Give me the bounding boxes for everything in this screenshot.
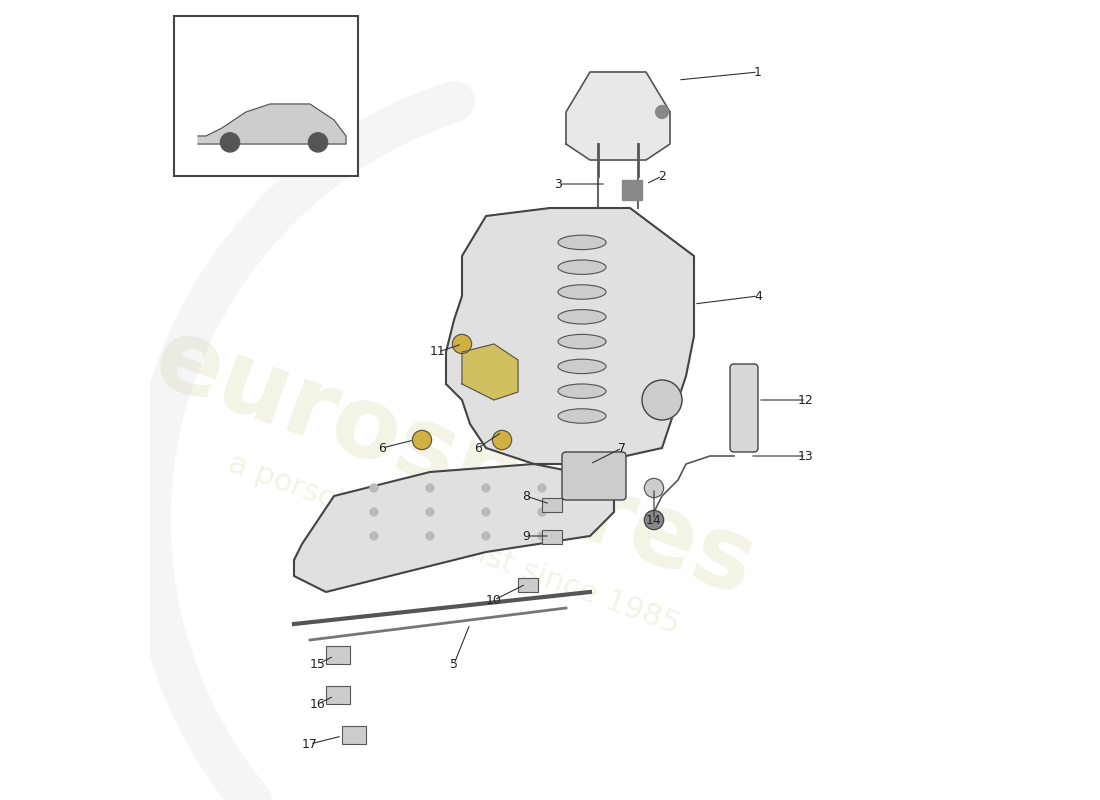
Text: 1: 1 bbox=[755, 66, 762, 78]
Ellipse shape bbox=[558, 235, 606, 250]
Text: 4: 4 bbox=[755, 290, 762, 302]
Polygon shape bbox=[446, 208, 694, 464]
Ellipse shape bbox=[558, 285, 606, 299]
FancyBboxPatch shape bbox=[730, 364, 758, 452]
Circle shape bbox=[370, 532, 378, 540]
Text: 16: 16 bbox=[310, 698, 326, 710]
Text: eurospares: eurospares bbox=[141, 310, 768, 618]
Text: 6: 6 bbox=[378, 442, 386, 454]
Circle shape bbox=[370, 508, 378, 516]
Ellipse shape bbox=[558, 334, 606, 349]
Circle shape bbox=[538, 532, 546, 540]
Text: 14: 14 bbox=[646, 514, 662, 526]
Bar bbox=[342, 726, 366, 744]
Circle shape bbox=[538, 508, 546, 516]
Polygon shape bbox=[198, 104, 346, 144]
Text: 8: 8 bbox=[522, 490, 530, 502]
Text: 7: 7 bbox=[618, 442, 626, 454]
Bar bbox=[542, 498, 562, 512]
Text: 15: 15 bbox=[310, 658, 326, 670]
Circle shape bbox=[426, 508, 434, 516]
Circle shape bbox=[220, 133, 240, 152]
Polygon shape bbox=[462, 344, 518, 400]
Circle shape bbox=[426, 484, 434, 492]
Circle shape bbox=[493, 430, 512, 450]
Text: 6: 6 bbox=[474, 442, 482, 454]
Text: 17: 17 bbox=[302, 738, 318, 750]
Ellipse shape bbox=[558, 359, 606, 374]
Circle shape bbox=[308, 133, 328, 152]
Ellipse shape bbox=[558, 260, 606, 274]
Text: 10: 10 bbox=[486, 594, 502, 606]
Circle shape bbox=[538, 484, 546, 492]
Circle shape bbox=[370, 484, 378, 492]
Text: 2: 2 bbox=[658, 170, 666, 182]
Circle shape bbox=[412, 430, 431, 450]
Circle shape bbox=[452, 334, 472, 354]
Text: 3: 3 bbox=[554, 178, 562, 190]
Circle shape bbox=[482, 508, 490, 516]
Ellipse shape bbox=[558, 384, 606, 398]
Text: 9: 9 bbox=[522, 530, 530, 542]
Circle shape bbox=[426, 532, 434, 540]
Bar bbox=[326, 686, 350, 704]
Text: 13: 13 bbox=[799, 450, 814, 462]
FancyBboxPatch shape bbox=[174, 16, 358, 176]
Bar bbox=[326, 646, 350, 664]
Text: 5: 5 bbox=[450, 658, 458, 670]
Text: 11: 11 bbox=[430, 346, 446, 358]
Ellipse shape bbox=[558, 409, 606, 423]
Circle shape bbox=[656, 106, 669, 118]
Circle shape bbox=[642, 380, 682, 420]
Text: 12: 12 bbox=[799, 394, 814, 406]
Bar bbox=[542, 530, 562, 544]
FancyBboxPatch shape bbox=[562, 452, 626, 500]
Polygon shape bbox=[294, 464, 614, 592]
Bar bbox=[621, 180, 642, 200]
Circle shape bbox=[482, 484, 490, 492]
Circle shape bbox=[645, 478, 663, 498]
Circle shape bbox=[645, 510, 663, 530]
Polygon shape bbox=[566, 72, 670, 160]
Text: a porsche specialist since 1985: a porsche specialist since 1985 bbox=[224, 449, 684, 639]
Ellipse shape bbox=[558, 310, 606, 324]
Bar bbox=[518, 578, 538, 592]
Circle shape bbox=[482, 532, 490, 540]
